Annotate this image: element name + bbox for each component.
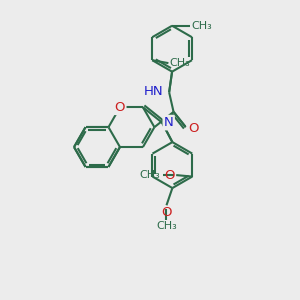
Text: O: O xyxy=(161,206,172,219)
Text: CH₃: CH₃ xyxy=(139,170,160,180)
Text: O: O xyxy=(164,169,175,182)
Text: CH₃: CH₃ xyxy=(191,21,212,31)
Text: HN: HN xyxy=(144,85,164,98)
Text: CH₃: CH₃ xyxy=(156,221,177,232)
Text: O: O xyxy=(188,122,198,135)
Text: CH₃: CH₃ xyxy=(169,58,190,68)
Text: N: N xyxy=(164,116,174,129)
Text: O: O xyxy=(115,101,125,114)
